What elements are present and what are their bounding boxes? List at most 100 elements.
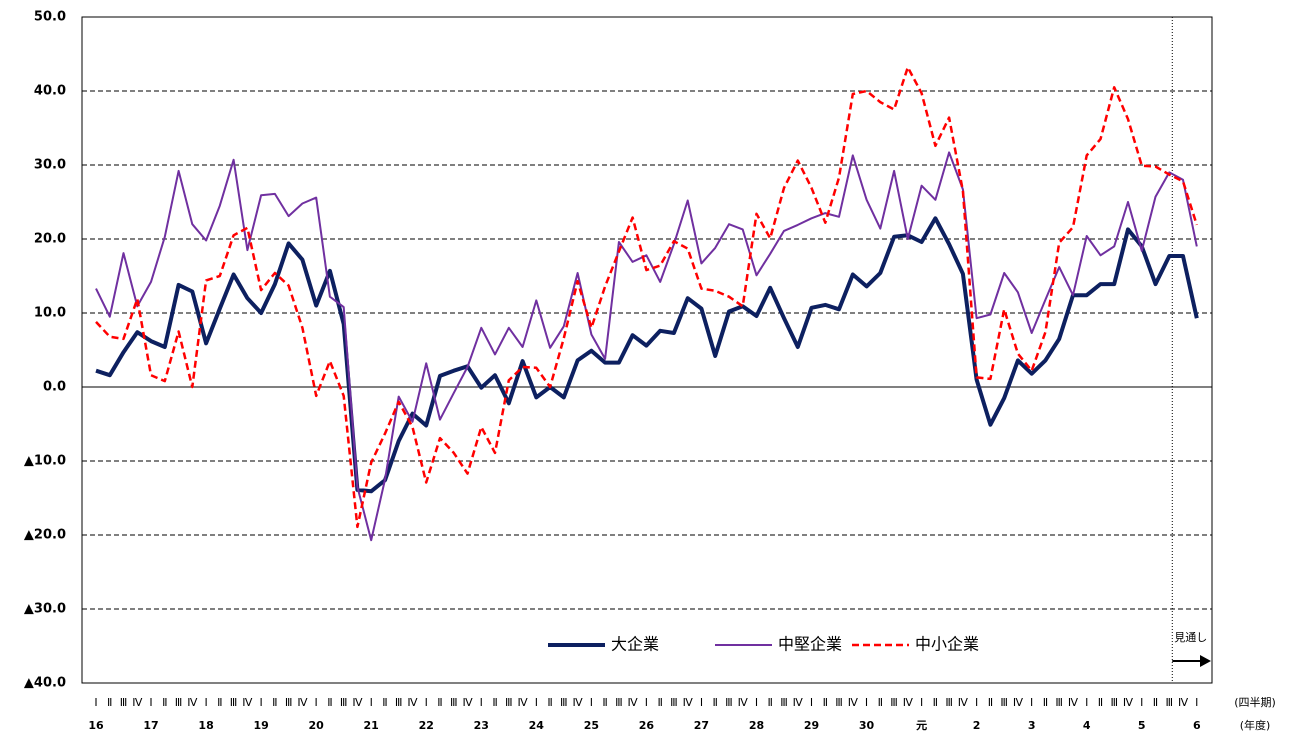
x-tick-label: Ⅳ — [407, 696, 418, 709]
x-tick-label: Ⅰ — [204, 696, 207, 709]
x-tick-label: Ⅱ — [823, 696, 828, 709]
year-label: 30 — [859, 719, 875, 732]
x-tick-label: Ⅳ — [683, 696, 694, 709]
legend-label: 大企業 — [611, 635, 659, 654]
x-tick-label: Ⅱ — [492, 696, 497, 709]
x-tick-label: Ⅰ — [810, 696, 813, 709]
x-tick-label: Ⅱ — [712, 696, 717, 709]
x-tick-label: Ⅲ — [560, 696, 568, 709]
x-tick-label: Ⅰ — [645, 696, 648, 709]
year-label: 23 — [474, 719, 489, 732]
y-tick-label: ▲10.0 — [24, 454, 66, 469]
x-tick-label: Ⅱ — [657, 696, 662, 709]
x-tick-label: Ⅳ — [352, 696, 363, 709]
x-tick-label: Ⅲ — [670, 696, 678, 709]
y-tick-label: ▲20.0 — [24, 528, 66, 543]
year-label: 24 — [529, 719, 545, 732]
x-tick-label: Ⅰ — [425, 696, 428, 709]
year-label: 25 — [584, 719, 599, 732]
x-tick-label: Ⅰ — [1195, 696, 1198, 709]
legend-label: 中堅企業 — [778, 635, 842, 654]
x-axis-label-2: (年度) — [1240, 718, 1271, 732]
x-tick-label: Ⅰ — [865, 696, 868, 709]
year-label: 3 — [1028, 719, 1036, 732]
x-tick-label: Ⅳ — [1068, 696, 1079, 709]
x-tick-label: Ⅳ — [848, 696, 859, 709]
x-tick-label: Ⅲ — [780, 696, 788, 709]
x-tick-label: Ⅳ — [462, 696, 473, 709]
x-tick-label: Ⅳ — [242, 696, 253, 709]
year-label: 5 — [1138, 719, 1146, 732]
x-tick-label: Ⅳ — [738, 696, 749, 709]
x-tick-label: Ⅰ — [1030, 696, 1033, 709]
x-tick-label: Ⅲ — [1165, 696, 1173, 709]
x-tick-label: Ⅲ — [1000, 696, 1008, 709]
x-tick-label: Ⅳ — [628, 696, 639, 709]
year-label: 18 — [198, 719, 213, 732]
x-tick-label: Ⅳ — [958, 696, 969, 709]
x-tick-label: Ⅳ — [793, 696, 804, 709]
year-label: 6 — [1193, 719, 1201, 732]
x-tick-label: Ⅰ — [590, 696, 593, 709]
year-label: 27 — [694, 719, 709, 732]
year-label: 2 — [973, 719, 981, 732]
x-tick-label: Ⅳ — [1123, 696, 1134, 709]
x-tick-label: Ⅲ — [395, 696, 403, 709]
x-tick-label: Ⅱ — [1153, 696, 1158, 709]
year-label: 19 — [253, 719, 268, 732]
x-tick-label: Ⅰ — [1085, 696, 1088, 709]
x-tick-label: Ⅱ — [272, 696, 277, 709]
x-tick-label: Ⅲ — [505, 696, 513, 709]
y-tick-label: 40.0 — [34, 84, 66, 99]
year-label: 16 — [88, 719, 104, 732]
x-tick-label: Ⅰ — [149, 696, 152, 709]
forecast-label: 見通し — [1174, 631, 1207, 644]
series-line — [95, 216, 1199, 494]
year-label: 4 — [1083, 719, 1091, 732]
year-label: 元 — [916, 719, 927, 732]
x-tick-label: Ⅲ — [285, 696, 293, 709]
x-tick-label: Ⅱ — [768, 696, 773, 709]
x-tick-label: Ⅰ — [315, 696, 318, 709]
forecast-arrowhead — [1200, 655, 1211, 667]
x-tick-label: Ⅳ — [297, 696, 308, 709]
x-tick-label: Ⅲ — [175, 696, 183, 709]
x-tick-label: Ⅳ — [187, 696, 198, 709]
x-tick-label: Ⅰ — [700, 696, 703, 709]
x-tick-label: Ⅱ — [162, 696, 167, 709]
x-tick-label: Ⅰ — [920, 696, 923, 709]
x-tick-label: Ⅲ — [615, 696, 623, 709]
x-tick-label: Ⅲ — [835, 696, 843, 709]
x-tick-label: Ⅱ — [878, 696, 883, 709]
x-tick-label: Ⅲ — [1110, 696, 1118, 709]
x-tick-label: Ⅰ — [975, 696, 978, 709]
x-tick-label: Ⅳ — [132, 696, 143, 709]
y-tick-label: 50.0 — [34, 10, 66, 25]
x-tick-label: Ⅲ — [120, 696, 128, 709]
x-tick-label: Ⅲ — [450, 696, 458, 709]
y-tick-label: ▲30.0 — [24, 602, 66, 617]
x-tick-label: Ⅰ — [480, 696, 483, 709]
y-tick-label: 10.0 — [34, 306, 66, 321]
x-tick-label: Ⅲ — [725, 696, 733, 709]
x-tick-label: Ⅰ — [535, 696, 538, 709]
plot-frame — [81, 16, 1213, 684]
x-tick-label: Ⅲ — [230, 696, 238, 709]
x-tick-label: Ⅳ — [1178, 696, 1189, 709]
year-label: 26 — [639, 719, 655, 732]
x-tick-label: Ⅱ — [933, 696, 938, 709]
x-tick-label: Ⅱ — [602, 696, 607, 709]
x-tick-label: Ⅲ — [340, 696, 348, 709]
y-tick-label: 30.0 — [34, 158, 66, 173]
legend-label: 中小企業 — [915, 635, 979, 654]
x-tick-label: Ⅱ — [437, 696, 442, 709]
x-tick-label: Ⅰ — [370, 696, 373, 709]
y-tick-label: ▲40.0 — [24, 676, 66, 691]
x-axis-label: (四半期) — [1234, 695, 1276, 709]
year-label: 29 — [804, 719, 819, 732]
x-tick-label: Ⅰ — [259, 696, 262, 709]
year-label: 17 — [143, 719, 158, 732]
y-tick-label: 0.0 — [43, 380, 66, 395]
year-label: 22 — [419, 719, 434, 732]
